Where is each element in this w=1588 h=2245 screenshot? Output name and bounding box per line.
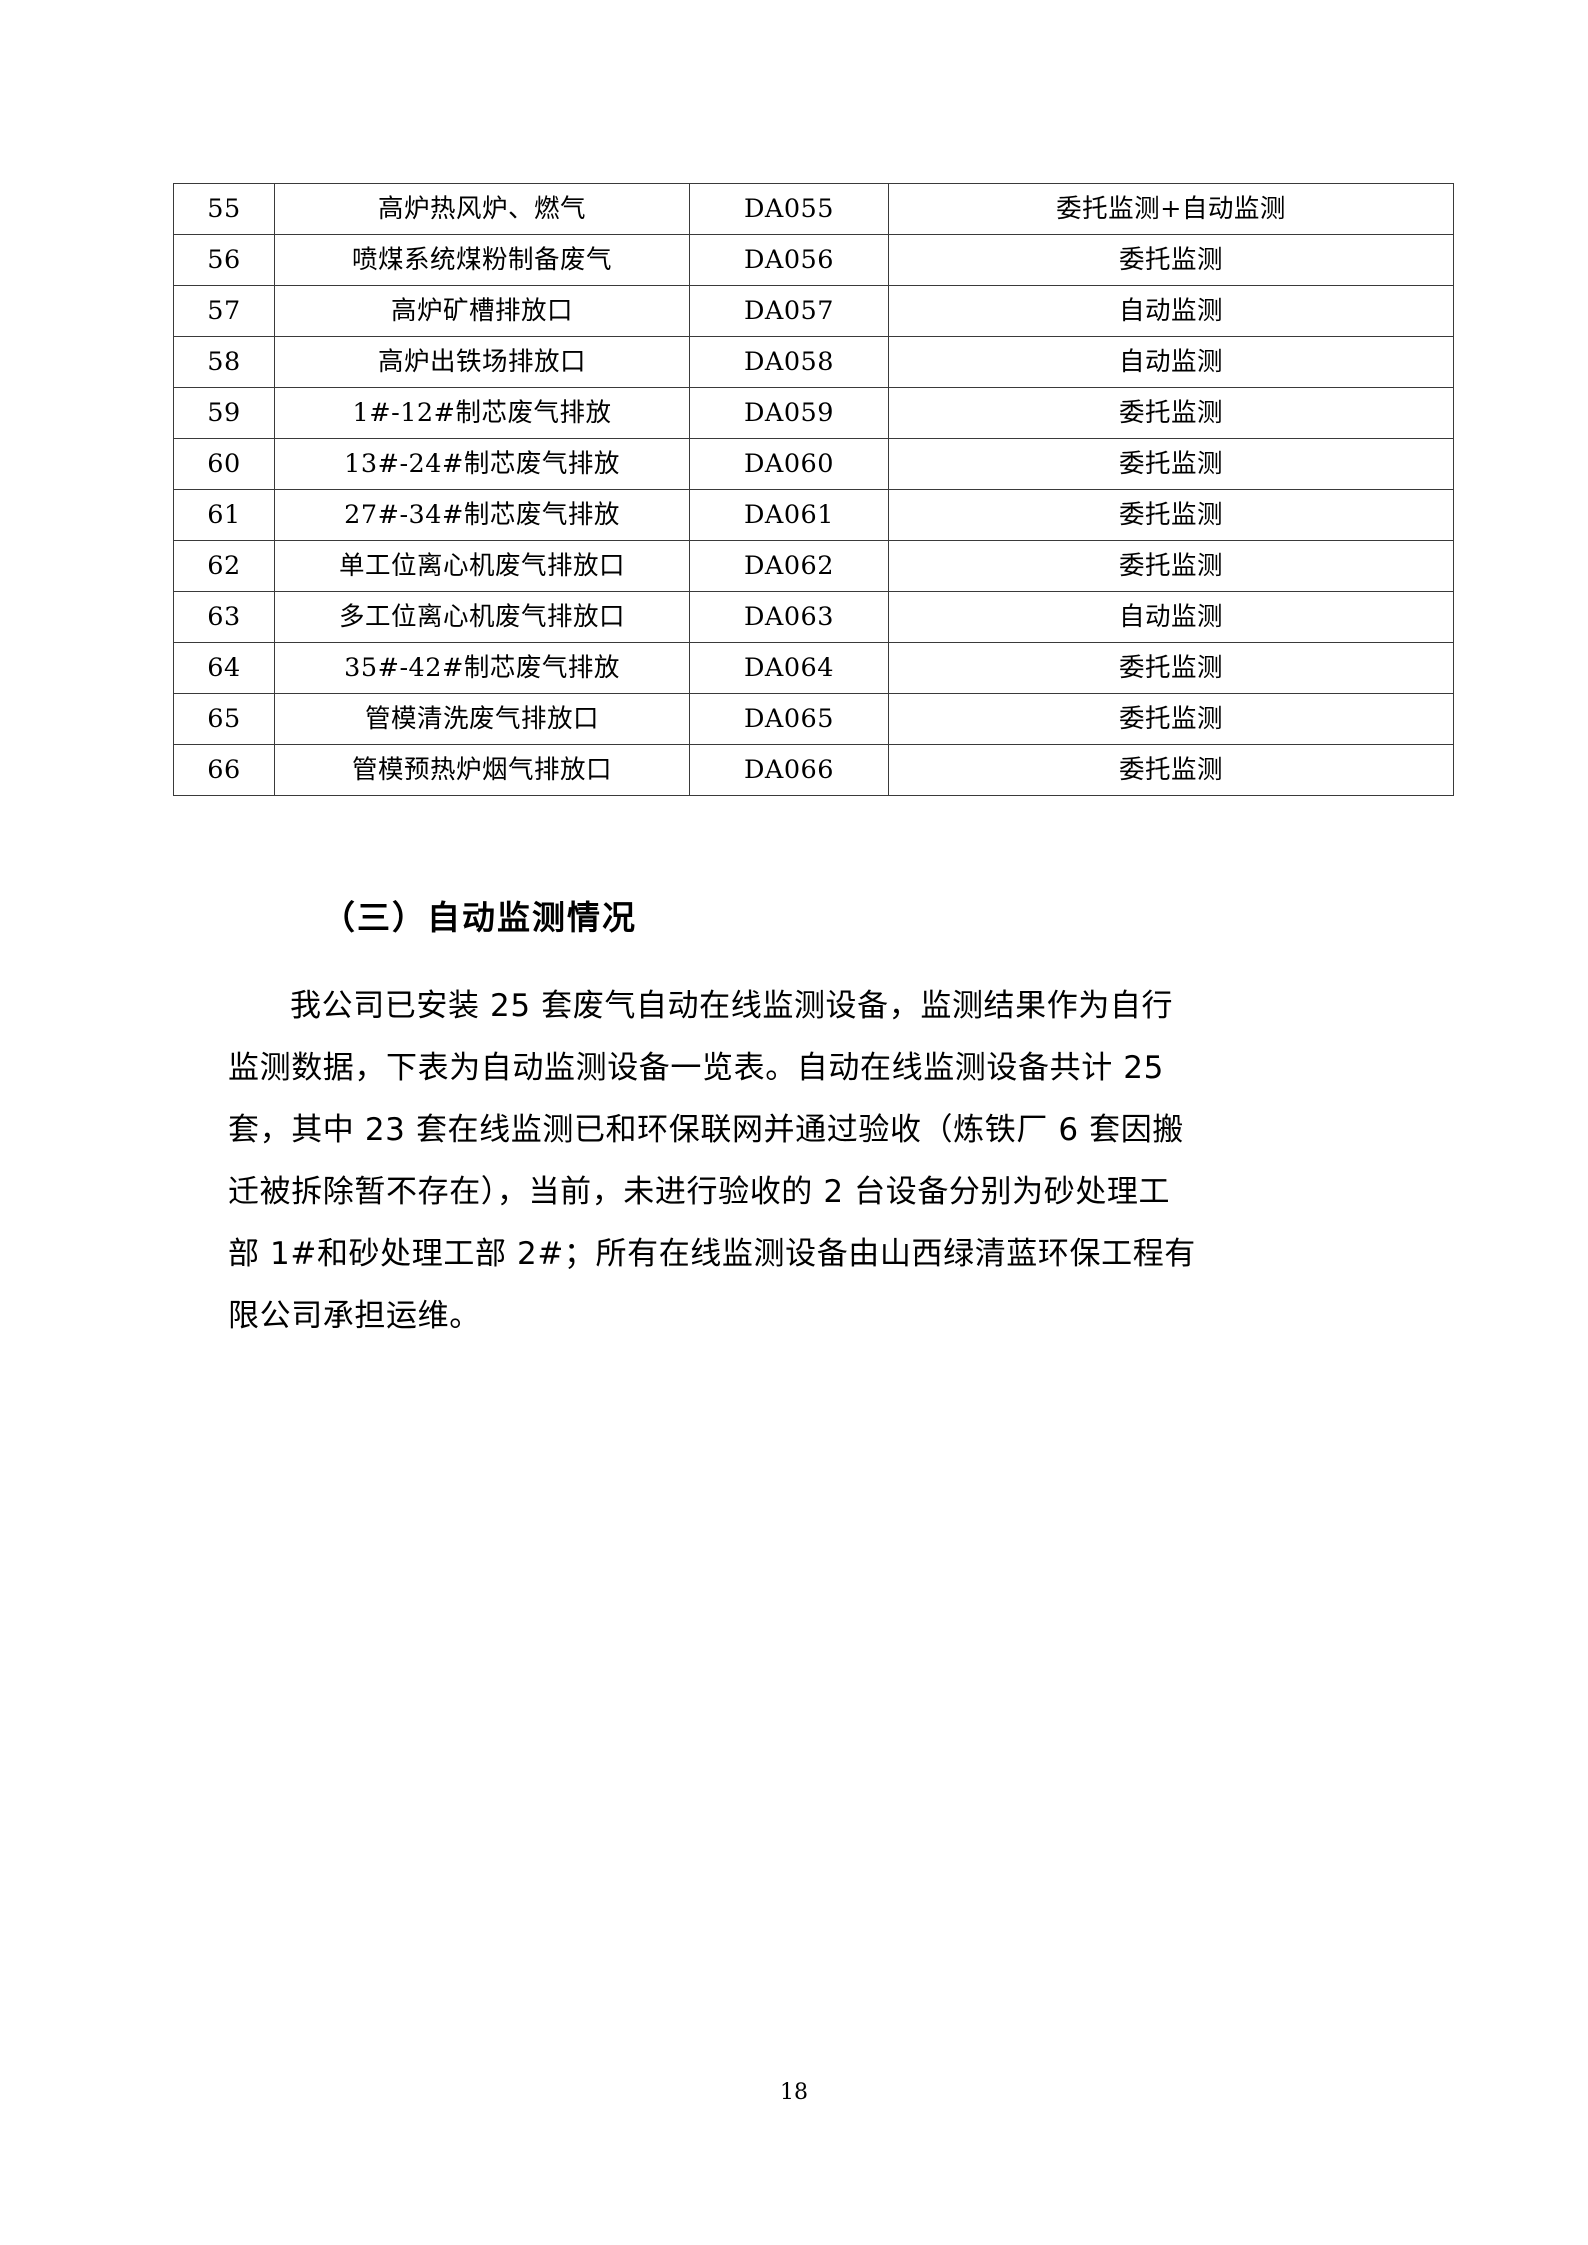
cell-name: 35#-42#制芯废气排放 xyxy=(274,642,690,694)
cell-name: 喷煤系统煤粉制备废气 xyxy=(274,234,690,286)
cell-no: 63 xyxy=(173,591,275,643)
table-row: 56 喷煤系统煤粉制备废气 DA056 委托监测 xyxy=(173,234,1454,286)
table-row: 55 高炉热风炉、燃气 DA055 委托监测+自动监测 xyxy=(173,183,1454,235)
cell-type: 委托监测 xyxy=(888,489,1454,541)
cell-type: 委托监测 xyxy=(888,234,1454,286)
cell-type: 委托监测+自动监测 xyxy=(888,183,1454,235)
cell-name: 1#-12#制芯废气排放 xyxy=(274,387,690,439)
cell-no: 55 xyxy=(173,183,275,235)
paragraph-line: 我公司已安装 25 套废气自动在线监测设备，监测结果作为自行 xyxy=(290,988,1174,1024)
cell-name: 高炉矿槽排放口 xyxy=(274,285,690,337)
cell-name: 13#-24#制芯废气排放 xyxy=(274,438,690,490)
cell-code: DA062 xyxy=(689,540,889,592)
section-heading: （三）自动监测情况 xyxy=(322,898,637,937)
paragraph-line: 部 1#和砂处理工部 2#；所有在线监测设备由山西绿清蓝环保工程有 xyxy=(228,1236,1196,1272)
cell-type: 委托监测 xyxy=(888,387,1454,439)
table-row: 63 多工位离心机废气排放口 DA063 自动监测 xyxy=(173,591,1454,643)
cell-name: 管模清洗废气排放口 xyxy=(274,693,690,745)
table-row: 65 管模清洗废气排放口 DA065 委托监测 xyxy=(173,693,1454,745)
cell-name: 高炉热风炉、燃气 xyxy=(274,183,690,235)
emission-table-container: 55 高炉热风炉、燃气 DA055 委托监测+自动监测 56 喷煤系统煤粉制备废… xyxy=(173,183,1454,796)
cell-code: DA059 xyxy=(689,387,889,439)
cell-type: 自动监测 xyxy=(888,336,1454,388)
cell-code: DA063 xyxy=(689,591,889,643)
cell-code: DA065 xyxy=(689,693,889,745)
cell-type: 自动监测 xyxy=(888,591,1454,643)
cell-type: 委托监测 xyxy=(888,642,1454,694)
cell-no: 60 xyxy=(173,438,275,490)
cell-code: DA061 xyxy=(689,489,889,541)
paragraph-line: 套，其中 23 套在线监测已和环保联网并通过验收（炼铁厂 6 套因搬 xyxy=(228,1112,1184,1148)
cell-name: 单工位离心机废气排放口 xyxy=(274,540,690,592)
cell-no: 58 xyxy=(173,336,275,388)
cell-type: 委托监测 xyxy=(888,438,1454,490)
emission-outlet-table: 55 高炉热风炉、燃气 DA055 委托监测+自动监测 56 喷煤系统煤粉制备废… xyxy=(173,183,1454,796)
cell-code: DA060 xyxy=(689,438,889,490)
cell-no: 56 xyxy=(173,234,275,286)
cell-name: 管模预热炉烟气排放口 xyxy=(274,744,690,796)
page-number: 18 xyxy=(780,2080,808,2105)
cell-no: 57 xyxy=(173,285,275,337)
table-row: 64 35#-42#制芯废气排放 DA064 委托监测 xyxy=(173,642,1454,694)
table-row: 66 管模预热炉烟气排放口 DA066 委托监测 xyxy=(173,744,1454,796)
cell-no: 65 xyxy=(173,693,275,745)
cell-code: DA064 xyxy=(689,642,889,694)
table-row: 61 27#-34#制芯废气排放 DA061 委托监测 xyxy=(173,489,1454,541)
cell-no: 66 xyxy=(173,744,275,796)
paragraph-line: 迁被拆除暂不存在），当前，未进行验收的 2 台设备分别为砂处理工 xyxy=(228,1174,1171,1210)
cell-type: 委托监测 xyxy=(888,540,1454,592)
table-row: 57 高炉矿槽排放口 DA057 自动监测 xyxy=(173,285,1454,337)
table-row: 62 单工位离心机废气排放口 DA062 委托监测 xyxy=(173,540,1454,592)
table-body: 55 高炉热风炉、燃气 DA055 委托监测+自动监测 56 喷煤系统煤粉制备废… xyxy=(173,183,1454,796)
table-row: 60 13#-24#制芯废气排放 DA060 委托监测 xyxy=(173,438,1454,490)
cell-type: 自动监测 xyxy=(888,285,1454,337)
cell-name: 高炉出铁场排放口 xyxy=(274,336,690,388)
table-row: 58 高炉出铁场排放口 DA058 自动监测 xyxy=(173,336,1454,388)
cell-type: 委托监测 xyxy=(888,744,1454,796)
paragraph-line: 限公司承担运维。 xyxy=(228,1298,481,1334)
cell-code: DA055 xyxy=(689,183,889,235)
paragraph-line: 监测数据，下表为自动监测设备一览表。自动在线监测设备共计 25 xyxy=(228,1050,1164,1086)
cell-code: DA066 xyxy=(689,744,889,796)
cell-no: 64 xyxy=(173,642,275,694)
cell-code: DA057 xyxy=(689,285,889,337)
cell-name: 多工位离心机废气排放口 xyxy=(274,591,690,643)
cell-no: 61 xyxy=(173,489,275,541)
cell-type: 委托监测 xyxy=(888,693,1454,745)
cell-name: 27#-34#制芯废气排放 xyxy=(274,489,690,541)
body-paragraph: 我公司已安装 25 套废气自动在线监测设备，监测结果作为自行 监测数据，下表为自… xyxy=(228,975,1368,1347)
cell-no: 59 xyxy=(173,387,275,439)
cell-no: 62 xyxy=(173,540,275,592)
table-row: 59 1#-12#制芯废气排放 DA059 委托监测 xyxy=(173,387,1454,439)
cell-code: DA056 xyxy=(689,234,889,286)
cell-code: DA058 xyxy=(689,336,889,388)
